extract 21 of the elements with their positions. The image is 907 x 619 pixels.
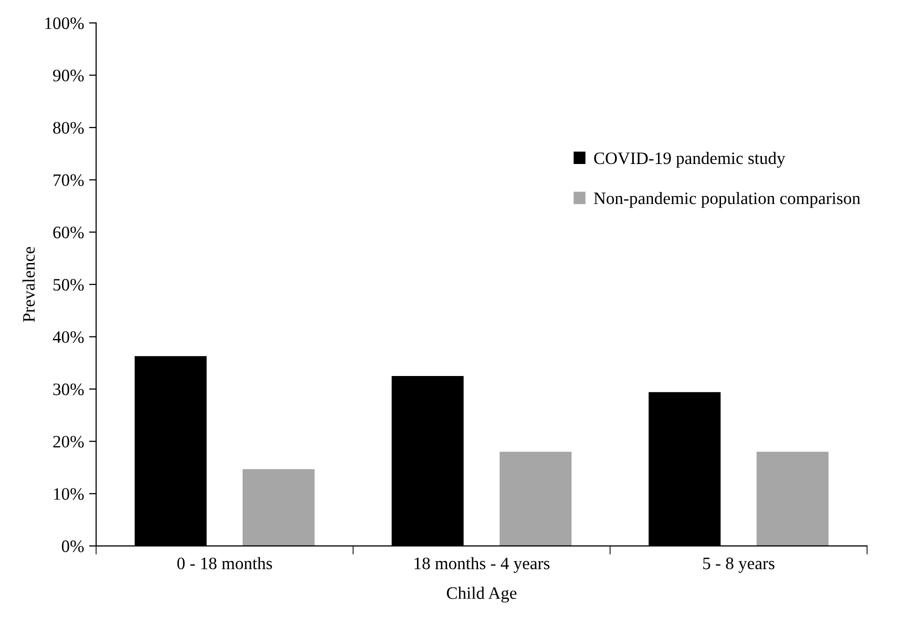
y-tick-label: 10%: [54, 488, 84, 500]
x-tick-label: 5 - 8 years: [703, 558, 774, 573]
y-tick-label: 70%: [54, 174, 84, 186]
bar: [756, 452, 829, 546]
y-tick-label: 40%: [52, 331, 84, 343]
bar: [242, 469, 315, 546]
x-axis-title: Child Age: [446, 586, 516, 603]
x-tick-label: 18 months - 4 years: [414, 557, 550, 573]
legend-label: Non-pandemic population comparison: [594, 192, 860, 208]
y-tick-label: 20%: [53, 436, 84, 448]
y-tick-label: 80%: [53, 122, 84, 134]
y-tick-label: 60%: [53, 226, 84, 238]
y-tick-label: 0%: [62, 540, 84, 552]
y-axis-title: Prevalence: [22, 246, 35, 322]
bar: [500, 452, 572, 546]
y-tick-label: 50%: [54, 278, 84, 291]
y-tick-label: 30%: [53, 384, 84, 396]
y-tick-label: 90%: [53, 70, 84, 82]
y-tick-label: 100%: [45, 17, 84, 30]
legend-label: COVID-19 pandemic study: [594, 152, 786, 168]
x-tick-label: 0 - 18 months: [177, 557, 272, 570]
